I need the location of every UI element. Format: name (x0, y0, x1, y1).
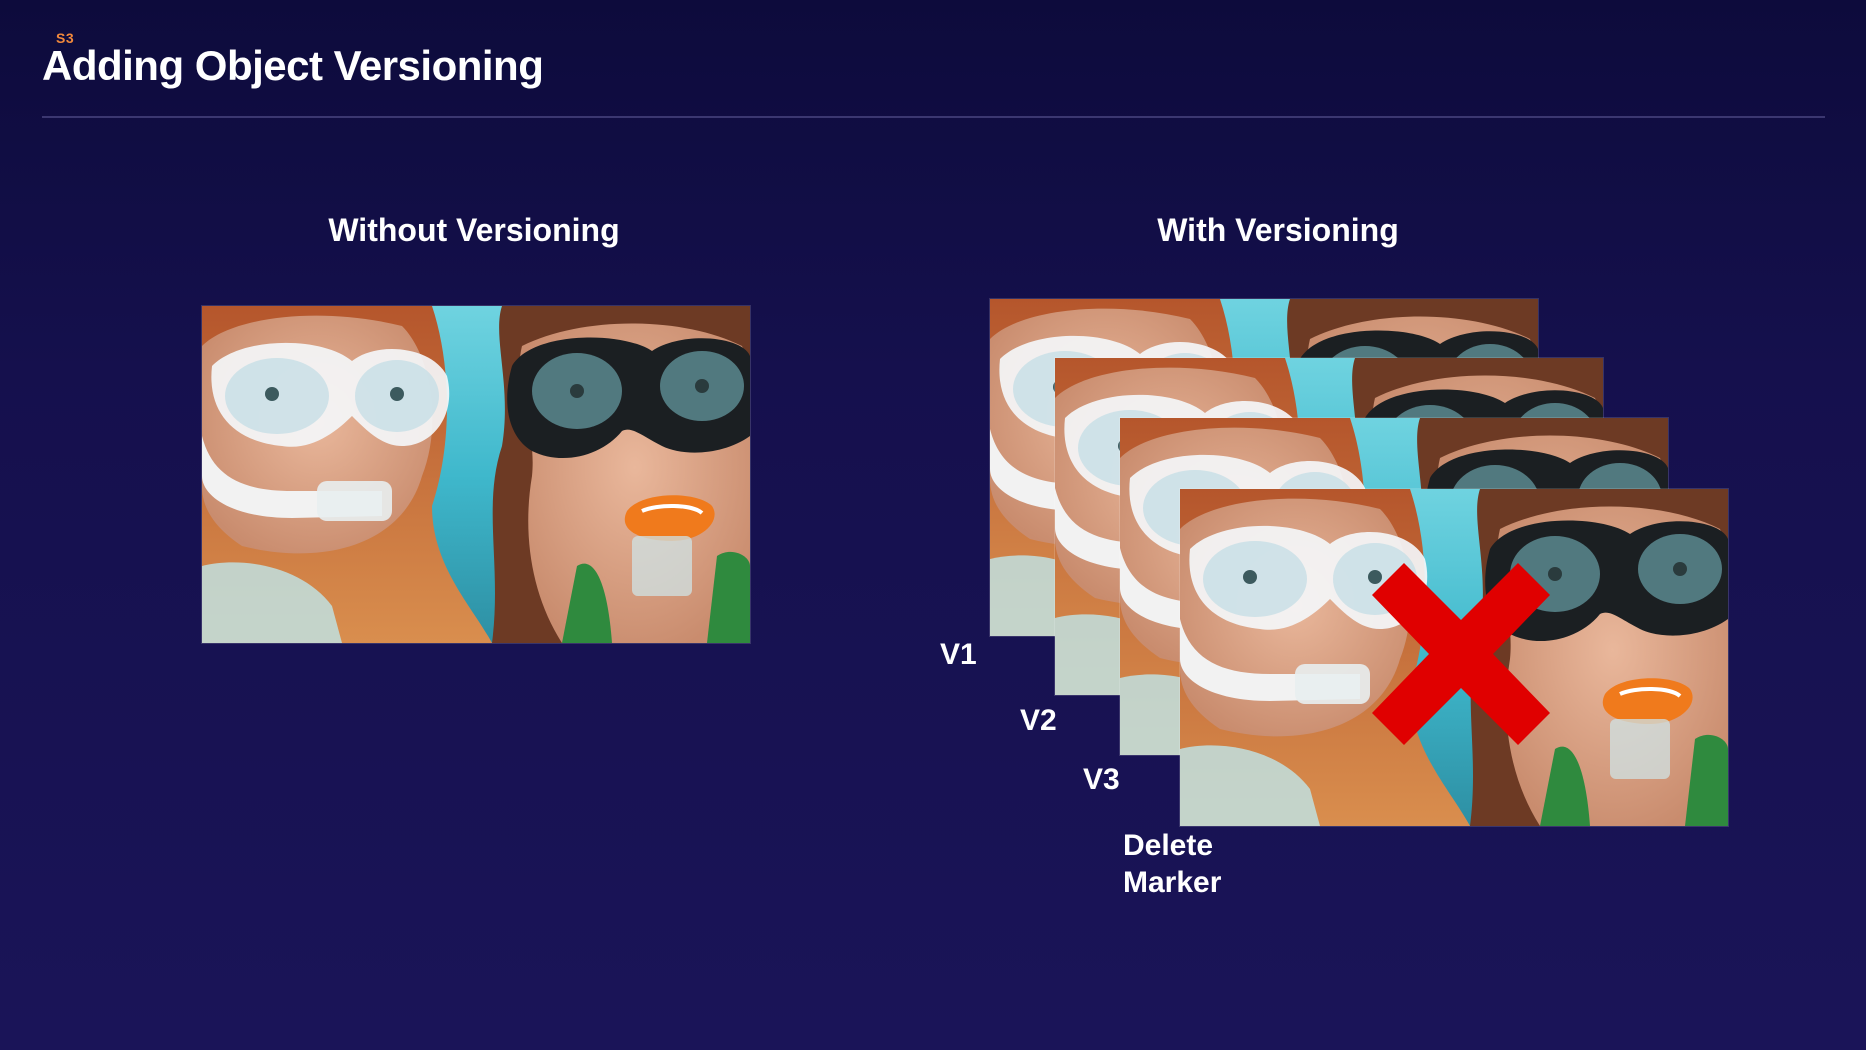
delete-marker-label-line2: Marker (1123, 866, 1222, 899)
with-versioning-heading: With Versioning (1157, 212, 1399, 248)
version-label-v2: V2 (1020, 704, 1057, 737)
version-label-v3: V3 (1083, 763, 1120, 796)
delete-marker-label: Delete Marker (1123, 827, 1221, 901)
delete-marker-label-line1: Delete (1123, 829, 1214, 862)
object-photo-unversioned (202, 306, 750, 643)
version-label-v1: V1 (940, 638, 977, 671)
delete-x-icon (1372, 563, 1550, 745)
without-versioning-heading: Without Versioning (328, 212, 620, 248)
section-tag: S3 (56, 30, 75, 46)
slide-title: Adding Object Versioning (42, 42, 544, 89)
title-divider (42, 116, 1825, 118)
